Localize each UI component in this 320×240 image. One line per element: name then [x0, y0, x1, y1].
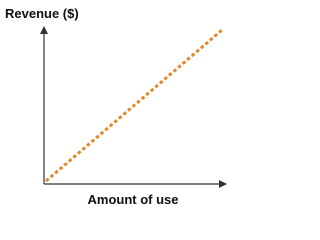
- y-axis-label: Revenue ($): [5, 6, 79, 21]
- diagram: Revenue ($) Amount of use: [5, 6, 227, 207]
- revenue-line: [45, 28, 223, 183]
- page: Revenue ($) Amount of use (() => { const…: [5, 6, 227, 207]
- x-axis-label: Amount of use: [88, 192, 179, 207]
